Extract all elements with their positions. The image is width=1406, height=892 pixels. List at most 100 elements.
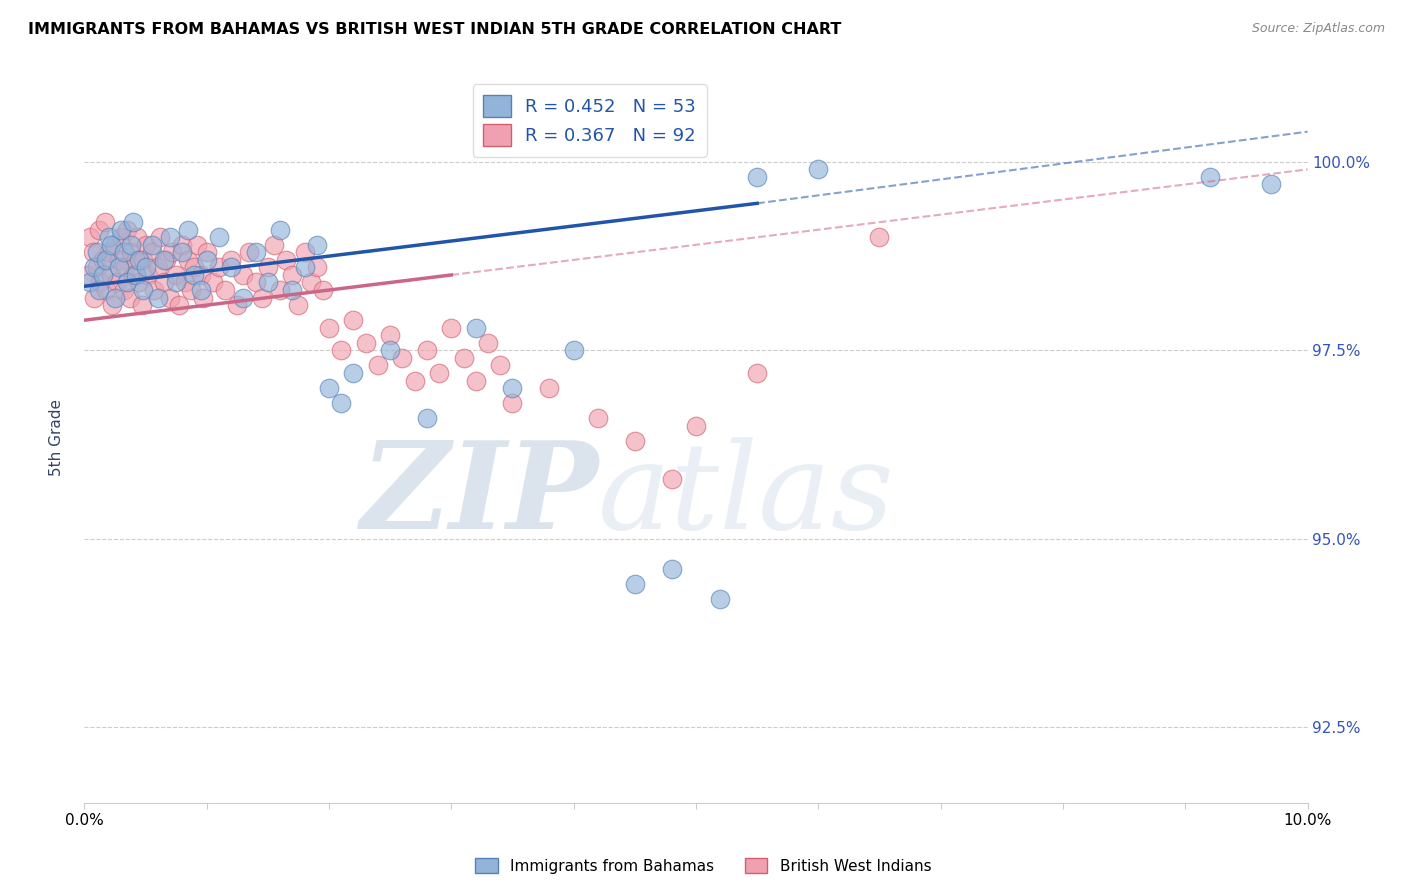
- Point: [245, 245, 267, 260]
- Point: [208, 230, 231, 244]
- Point: [104, 237, 127, 252]
- Point: [125, 230, 148, 244]
- Point: [177, 252, 200, 267]
- Point: [159, 230, 181, 244]
- Point: [100, 237, 122, 252]
- Point: [89, 276, 111, 290]
- Point: [464, 374, 486, 388]
- Point: [709, 592, 731, 607]
- Point: [165, 276, 187, 290]
- Point: [269, 223, 291, 237]
- Point: [190, 283, 212, 297]
- Point: [173, 276, 195, 290]
- Point: [110, 230, 132, 244]
- Point: [125, 252, 148, 267]
- Point: [149, 230, 172, 244]
- Point: [747, 169, 769, 184]
- Point: [489, 359, 512, 373]
- Point: [183, 268, 205, 282]
- Point: [562, 343, 585, 358]
- Text: ZIP: ZIP: [360, 436, 598, 555]
- Point: [312, 283, 335, 297]
- Point: [101, 298, 124, 312]
- Point: [135, 260, 157, 275]
- Point: [97, 230, 120, 244]
- Point: [107, 260, 129, 275]
- Point: [453, 351, 475, 365]
- Point: [177, 223, 200, 237]
- Point: [318, 320, 340, 334]
- Point: [87, 283, 110, 297]
- Point: [367, 359, 389, 373]
- Point: [586, 411, 609, 425]
- Point: [294, 260, 316, 275]
- Point: [624, 434, 647, 448]
- Point: [427, 366, 450, 380]
- Point: [263, 237, 285, 252]
- Point: [153, 252, 176, 267]
- Point: [330, 396, 353, 410]
- Point: [245, 276, 267, 290]
- Point: [83, 260, 105, 275]
- Point: [440, 320, 463, 334]
- Point: [416, 411, 439, 425]
- Point: [86, 245, 108, 260]
- Point: [416, 343, 439, 358]
- Point: [464, 320, 486, 334]
- Point: [153, 276, 176, 290]
- Point: [167, 298, 190, 312]
- Point: [128, 276, 150, 290]
- Point: [502, 381, 524, 395]
- Point: [318, 381, 340, 395]
- Text: IMMIGRANTS FROM BAHAMAS VS BRITISH WEST INDIAN 5TH GRADE CORRELATION CHART: IMMIGRANTS FROM BAHAMAS VS BRITISH WEST …: [28, 22, 842, 37]
- Text: atlas: atlas: [598, 437, 894, 554]
- Point: [91, 252, 114, 267]
- Point: [105, 276, 128, 290]
- Point: [232, 268, 254, 282]
- Point: [538, 381, 561, 395]
- Point: [281, 268, 304, 282]
- Point: [132, 252, 155, 267]
- Legend: R = 0.452   N = 53, R = 0.367   N = 92: R = 0.452 N = 53, R = 0.367 N = 92: [472, 84, 707, 157]
- Point: [165, 268, 187, 282]
- Point: [143, 283, 166, 297]
- Point: [354, 335, 377, 350]
- Point: [122, 268, 145, 282]
- Point: [132, 283, 155, 297]
- Point: [96, 252, 118, 267]
- Point: [128, 252, 150, 267]
- Point: [114, 260, 136, 275]
- Point: [180, 283, 202, 297]
- Point: [502, 396, 524, 410]
- Point: [342, 313, 364, 327]
- Point: [112, 283, 135, 297]
- Point: [195, 245, 218, 260]
- Point: [747, 366, 769, 380]
- Point: [82, 245, 104, 260]
- Point: [190, 268, 212, 282]
- Point: [238, 245, 260, 260]
- Point: [1260, 178, 1282, 192]
- Point: [87, 223, 110, 237]
- Point: [91, 268, 114, 282]
- Point: [107, 252, 129, 267]
- Point: [112, 245, 135, 260]
- Point: [104, 291, 127, 305]
- Point: [305, 260, 328, 275]
- Point: [404, 374, 426, 388]
- Point: [125, 268, 148, 282]
- Point: [201, 276, 224, 290]
- Point: [685, 418, 707, 433]
- Point: [380, 343, 402, 358]
- Point: [79, 230, 101, 244]
- Point: [191, 291, 214, 305]
- Y-axis label: 5th Grade: 5th Grade: [49, 399, 63, 475]
- Point: [79, 276, 101, 290]
- Point: [208, 260, 231, 275]
- Point: [83, 291, 105, 305]
- Point: [269, 283, 291, 297]
- Point: [183, 260, 205, 275]
- Point: [162, 245, 184, 260]
- Point: [96, 283, 118, 297]
- Point: [86, 260, 108, 275]
